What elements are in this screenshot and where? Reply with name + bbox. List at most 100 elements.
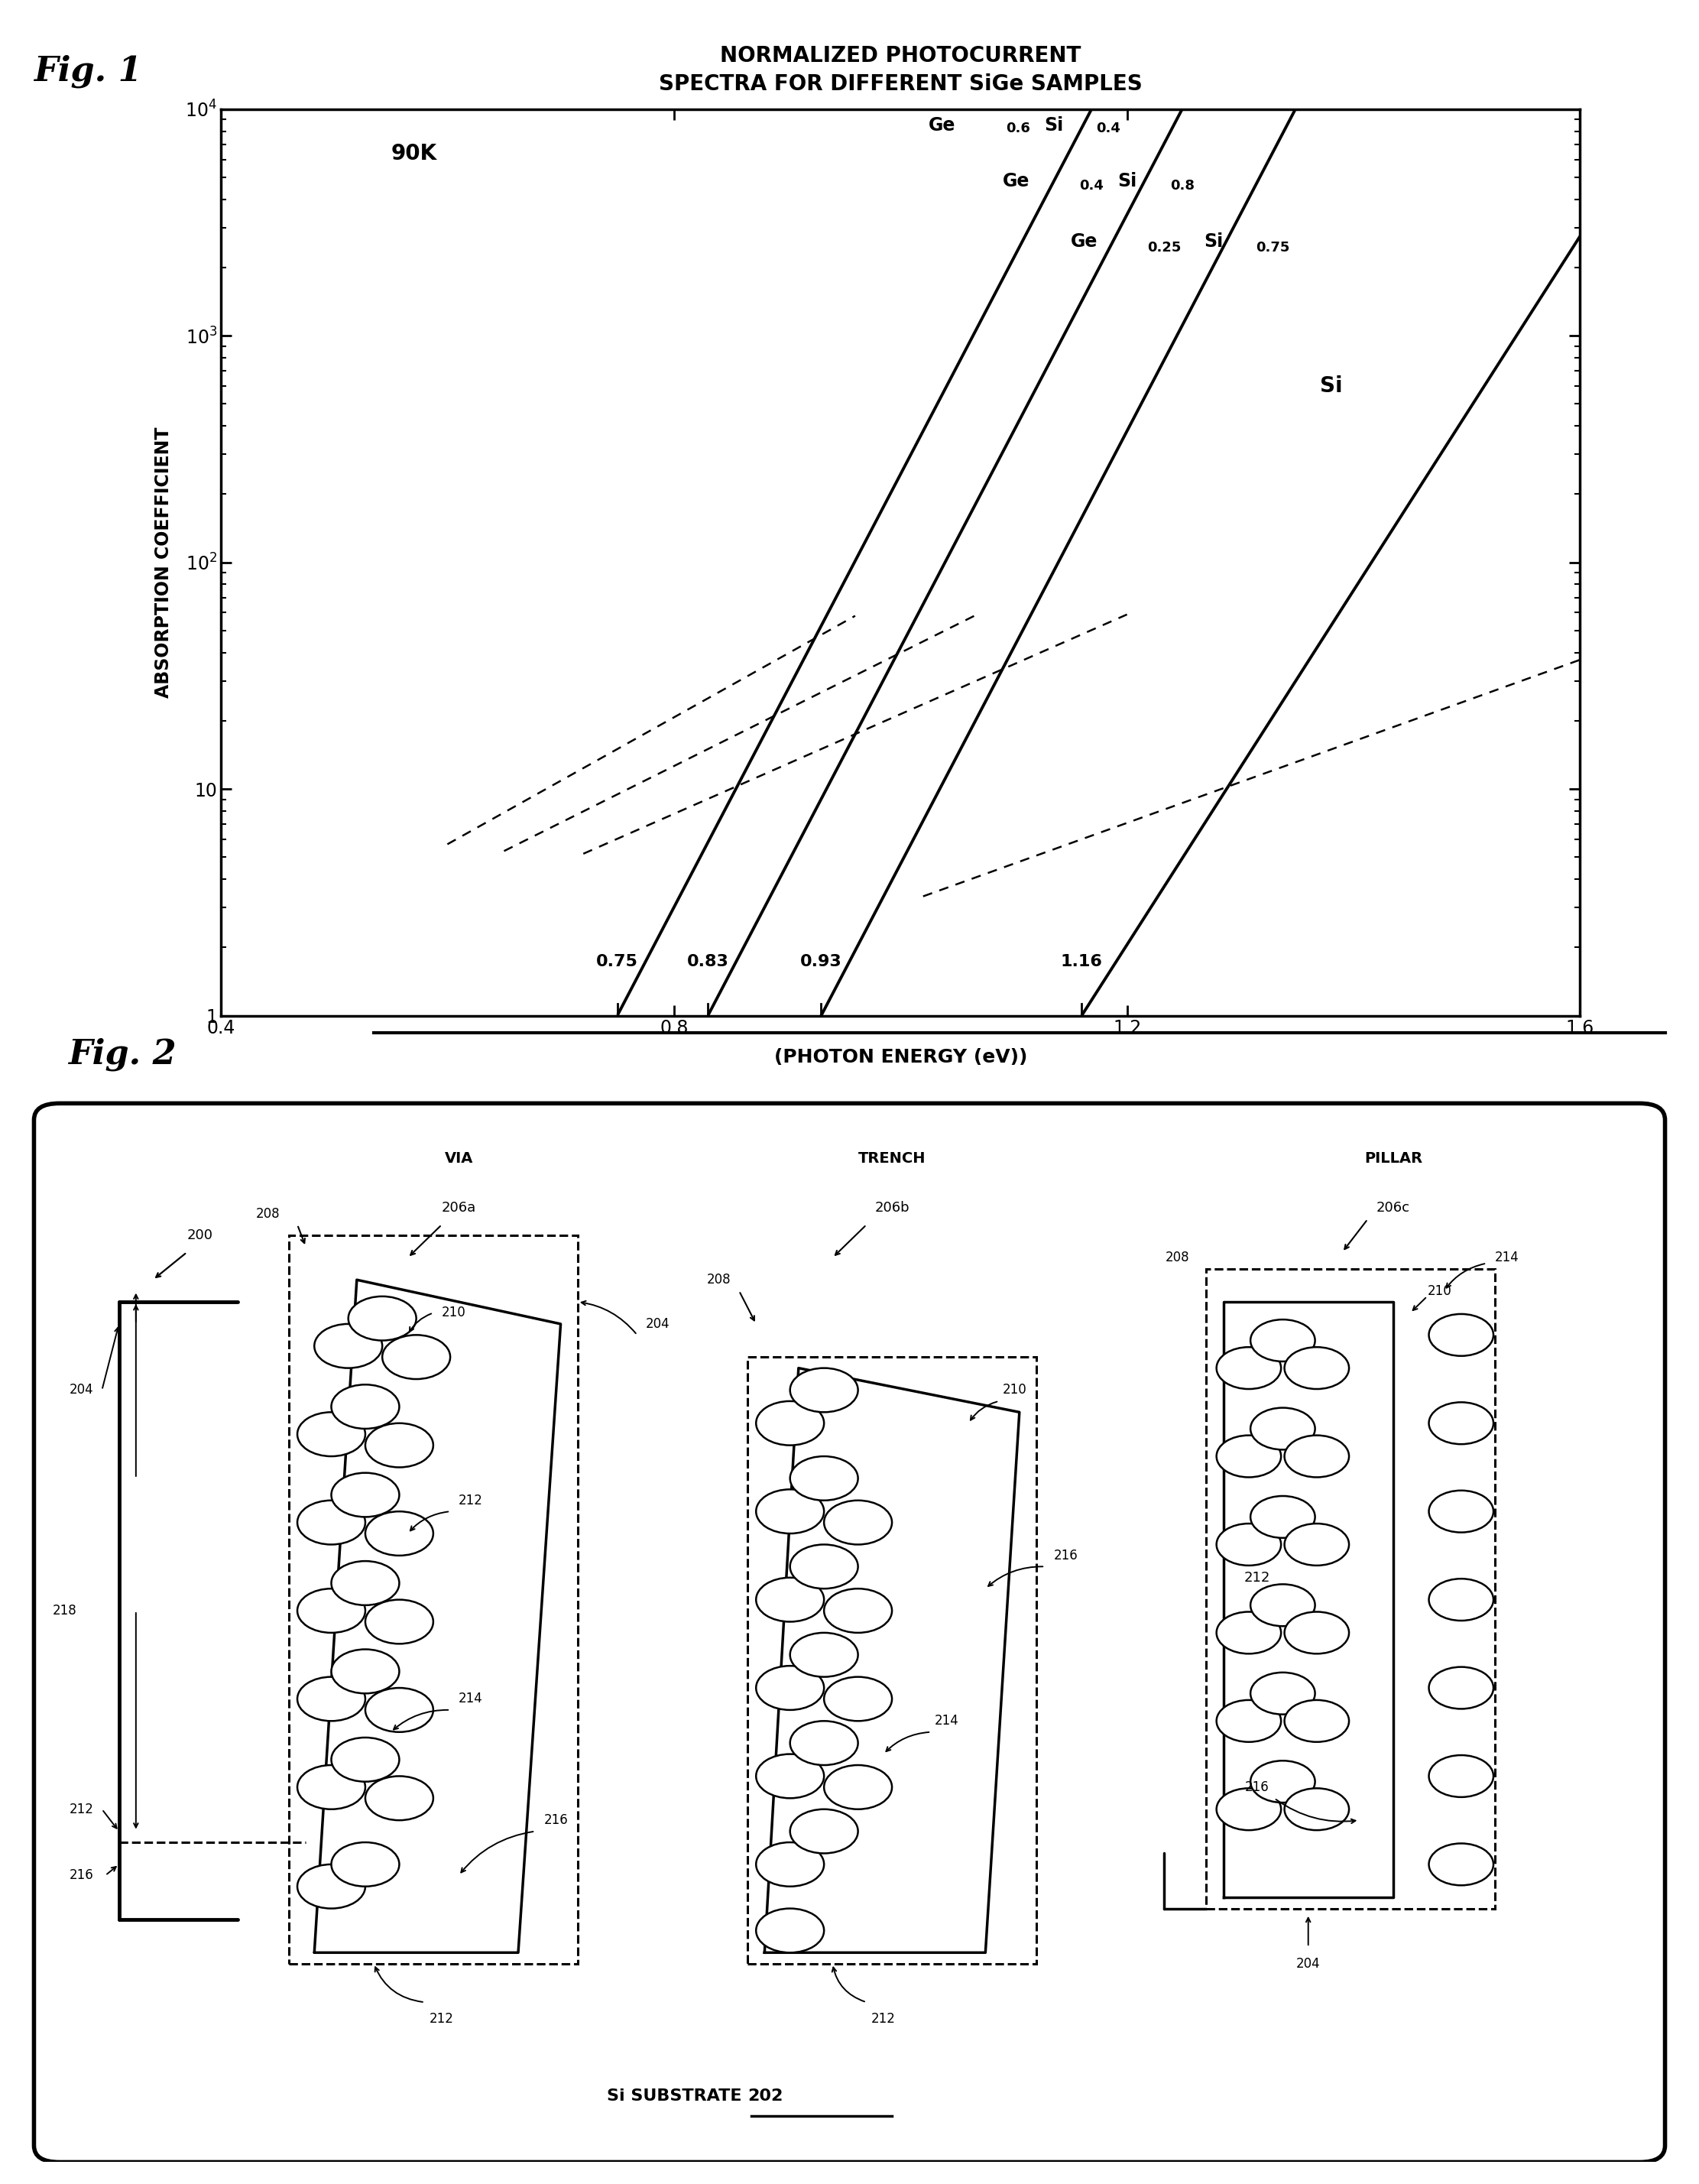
- Circle shape: [1284, 1348, 1349, 1389]
- Text: Si: Si: [1205, 232, 1223, 251]
- Text: VIA: VIA: [445, 1151, 472, 1166]
- Circle shape: [1429, 1315, 1493, 1356]
- Circle shape: [365, 1424, 433, 1468]
- Text: 212: 212: [459, 1494, 483, 1507]
- Circle shape: [756, 1754, 824, 1797]
- Text: Ge: Ge: [1002, 173, 1030, 190]
- Bar: [748, 1356, 1036, 1963]
- Text: 208: 208: [1166, 1251, 1189, 1265]
- Y-axis label: ABSORPTION COEFFICIENT: ABSORPTION COEFFICIENT: [155, 426, 172, 699]
- Text: 200: 200: [187, 1230, 212, 1243]
- Circle shape: [756, 1577, 824, 1623]
- Circle shape: [824, 1677, 892, 1721]
- Text: 214: 214: [934, 1714, 958, 1728]
- Bar: [1206, 1269, 1495, 1909]
- Circle shape: [365, 1688, 433, 1732]
- Text: 0.93: 0.93: [800, 954, 843, 970]
- Circle shape: [1429, 1579, 1493, 1621]
- Circle shape: [790, 1457, 858, 1500]
- Text: 0.6: 0.6: [1006, 122, 1030, 135]
- Polygon shape: [765, 1367, 1019, 1952]
- Circle shape: [365, 1511, 433, 1555]
- Circle shape: [1216, 1612, 1281, 1653]
- Circle shape: [1250, 1496, 1315, 1538]
- Circle shape: [1216, 1524, 1281, 1566]
- Circle shape: [331, 1738, 399, 1782]
- Circle shape: [348, 1297, 416, 1341]
- Text: PILLAR: PILLAR: [1364, 1151, 1422, 1166]
- Circle shape: [382, 1334, 450, 1378]
- Text: 210: 210: [442, 1306, 466, 1319]
- Text: 212: 212: [430, 2011, 454, 2027]
- Text: Ge: Ge: [1070, 232, 1098, 251]
- Circle shape: [1216, 1435, 1281, 1476]
- Text: 210: 210: [1427, 1284, 1451, 1297]
- Title: NORMALIZED PHOTOCURRENT
SPECTRA FOR DIFFERENT SiGe SAMPLES: NORMALIZED PHOTOCURRENT SPECTRA FOR DIFF…: [659, 46, 1142, 94]
- Text: 0.8: 0.8: [1171, 179, 1194, 192]
- Circle shape: [297, 1677, 365, 1721]
- Circle shape: [1429, 1402, 1493, 1444]
- X-axis label: (PHOTON ENERGY (eV)): (PHOTON ENERGY (eV)): [773, 1048, 1028, 1066]
- Circle shape: [790, 1808, 858, 1854]
- Text: 210: 210: [1002, 1382, 1026, 1398]
- Circle shape: [297, 1765, 365, 1808]
- Circle shape: [297, 1588, 365, 1634]
- Text: Si SUBSTRATE: Si SUBSTRATE: [607, 2088, 748, 2103]
- Text: 216: 216: [70, 1870, 93, 1883]
- Circle shape: [1429, 1666, 1493, 1708]
- Circle shape: [297, 1413, 365, 1457]
- Text: Si: Si: [1045, 116, 1064, 135]
- Circle shape: [1284, 1524, 1349, 1566]
- Circle shape: [365, 1599, 433, 1645]
- Circle shape: [331, 1649, 399, 1693]
- Text: 0.83: 0.83: [686, 954, 729, 970]
- Circle shape: [1250, 1673, 1315, 1714]
- Text: Ge: Ge: [929, 116, 957, 135]
- Text: 206a: 206a: [442, 1201, 476, 1214]
- Text: 1.16: 1.16: [1060, 954, 1103, 970]
- Circle shape: [1284, 1612, 1349, 1653]
- Circle shape: [1250, 1409, 1315, 1450]
- Text: 204: 204: [1296, 1957, 1320, 1970]
- Circle shape: [824, 1500, 892, 1544]
- Circle shape: [1284, 1699, 1349, 1743]
- Text: 216: 216: [1053, 1548, 1077, 1562]
- Text: 212: 212: [1244, 1570, 1271, 1586]
- Circle shape: [790, 1721, 858, 1765]
- Text: 216: 216: [544, 1813, 567, 1828]
- Circle shape: [297, 1865, 365, 1909]
- Text: 208: 208: [707, 1273, 731, 1286]
- Circle shape: [790, 1634, 858, 1677]
- Text: Si: Si: [1118, 173, 1137, 190]
- Circle shape: [756, 1402, 824, 1446]
- Text: 206c: 206c: [1376, 1201, 1410, 1214]
- Text: 90K: 90K: [391, 142, 437, 164]
- Text: Fig. 1: Fig. 1: [34, 55, 143, 87]
- Circle shape: [756, 1666, 824, 1710]
- Circle shape: [790, 1544, 858, 1588]
- Circle shape: [1429, 1756, 1493, 1797]
- Circle shape: [314, 1324, 382, 1367]
- Text: 218: 218: [53, 1603, 76, 1618]
- Circle shape: [824, 1765, 892, 1808]
- Polygon shape: [1223, 1302, 1393, 1898]
- Circle shape: [790, 1367, 858, 1413]
- Circle shape: [1216, 1699, 1281, 1743]
- Text: Si: Si: [1320, 376, 1342, 397]
- Text: 0.75: 0.75: [596, 954, 639, 970]
- Circle shape: [824, 1588, 892, 1634]
- Text: 0.4: 0.4: [1079, 179, 1104, 192]
- Circle shape: [331, 1562, 399, 1605]
- Text: 212: 212: [70, 1802, 93, 1817]
- Circle shape: [756, 1489, 824, 1533]
- Text: 208: 208: [257, 1208, 280, 1221]
- Circle shape: [297, 1500, 365, 1544]
- Circle shape: [1284, 1789, 1349, 1830]
- Circle shape: [331, 1472, 399, 1518]
- Polygon shape: [314, 1280, 561, 1952]
- Circle shape: [756, 1909, 824, 1952]
- Bar: [289, 1236, 578, 1963]
- Text: TRENCH: TRENCH: [858, 1151, 926, 1166]
- Circle shape: [1216, 1348, 1281, 1389]
- Text: 206b: 206b: [875, 1201, 909, 1214]
